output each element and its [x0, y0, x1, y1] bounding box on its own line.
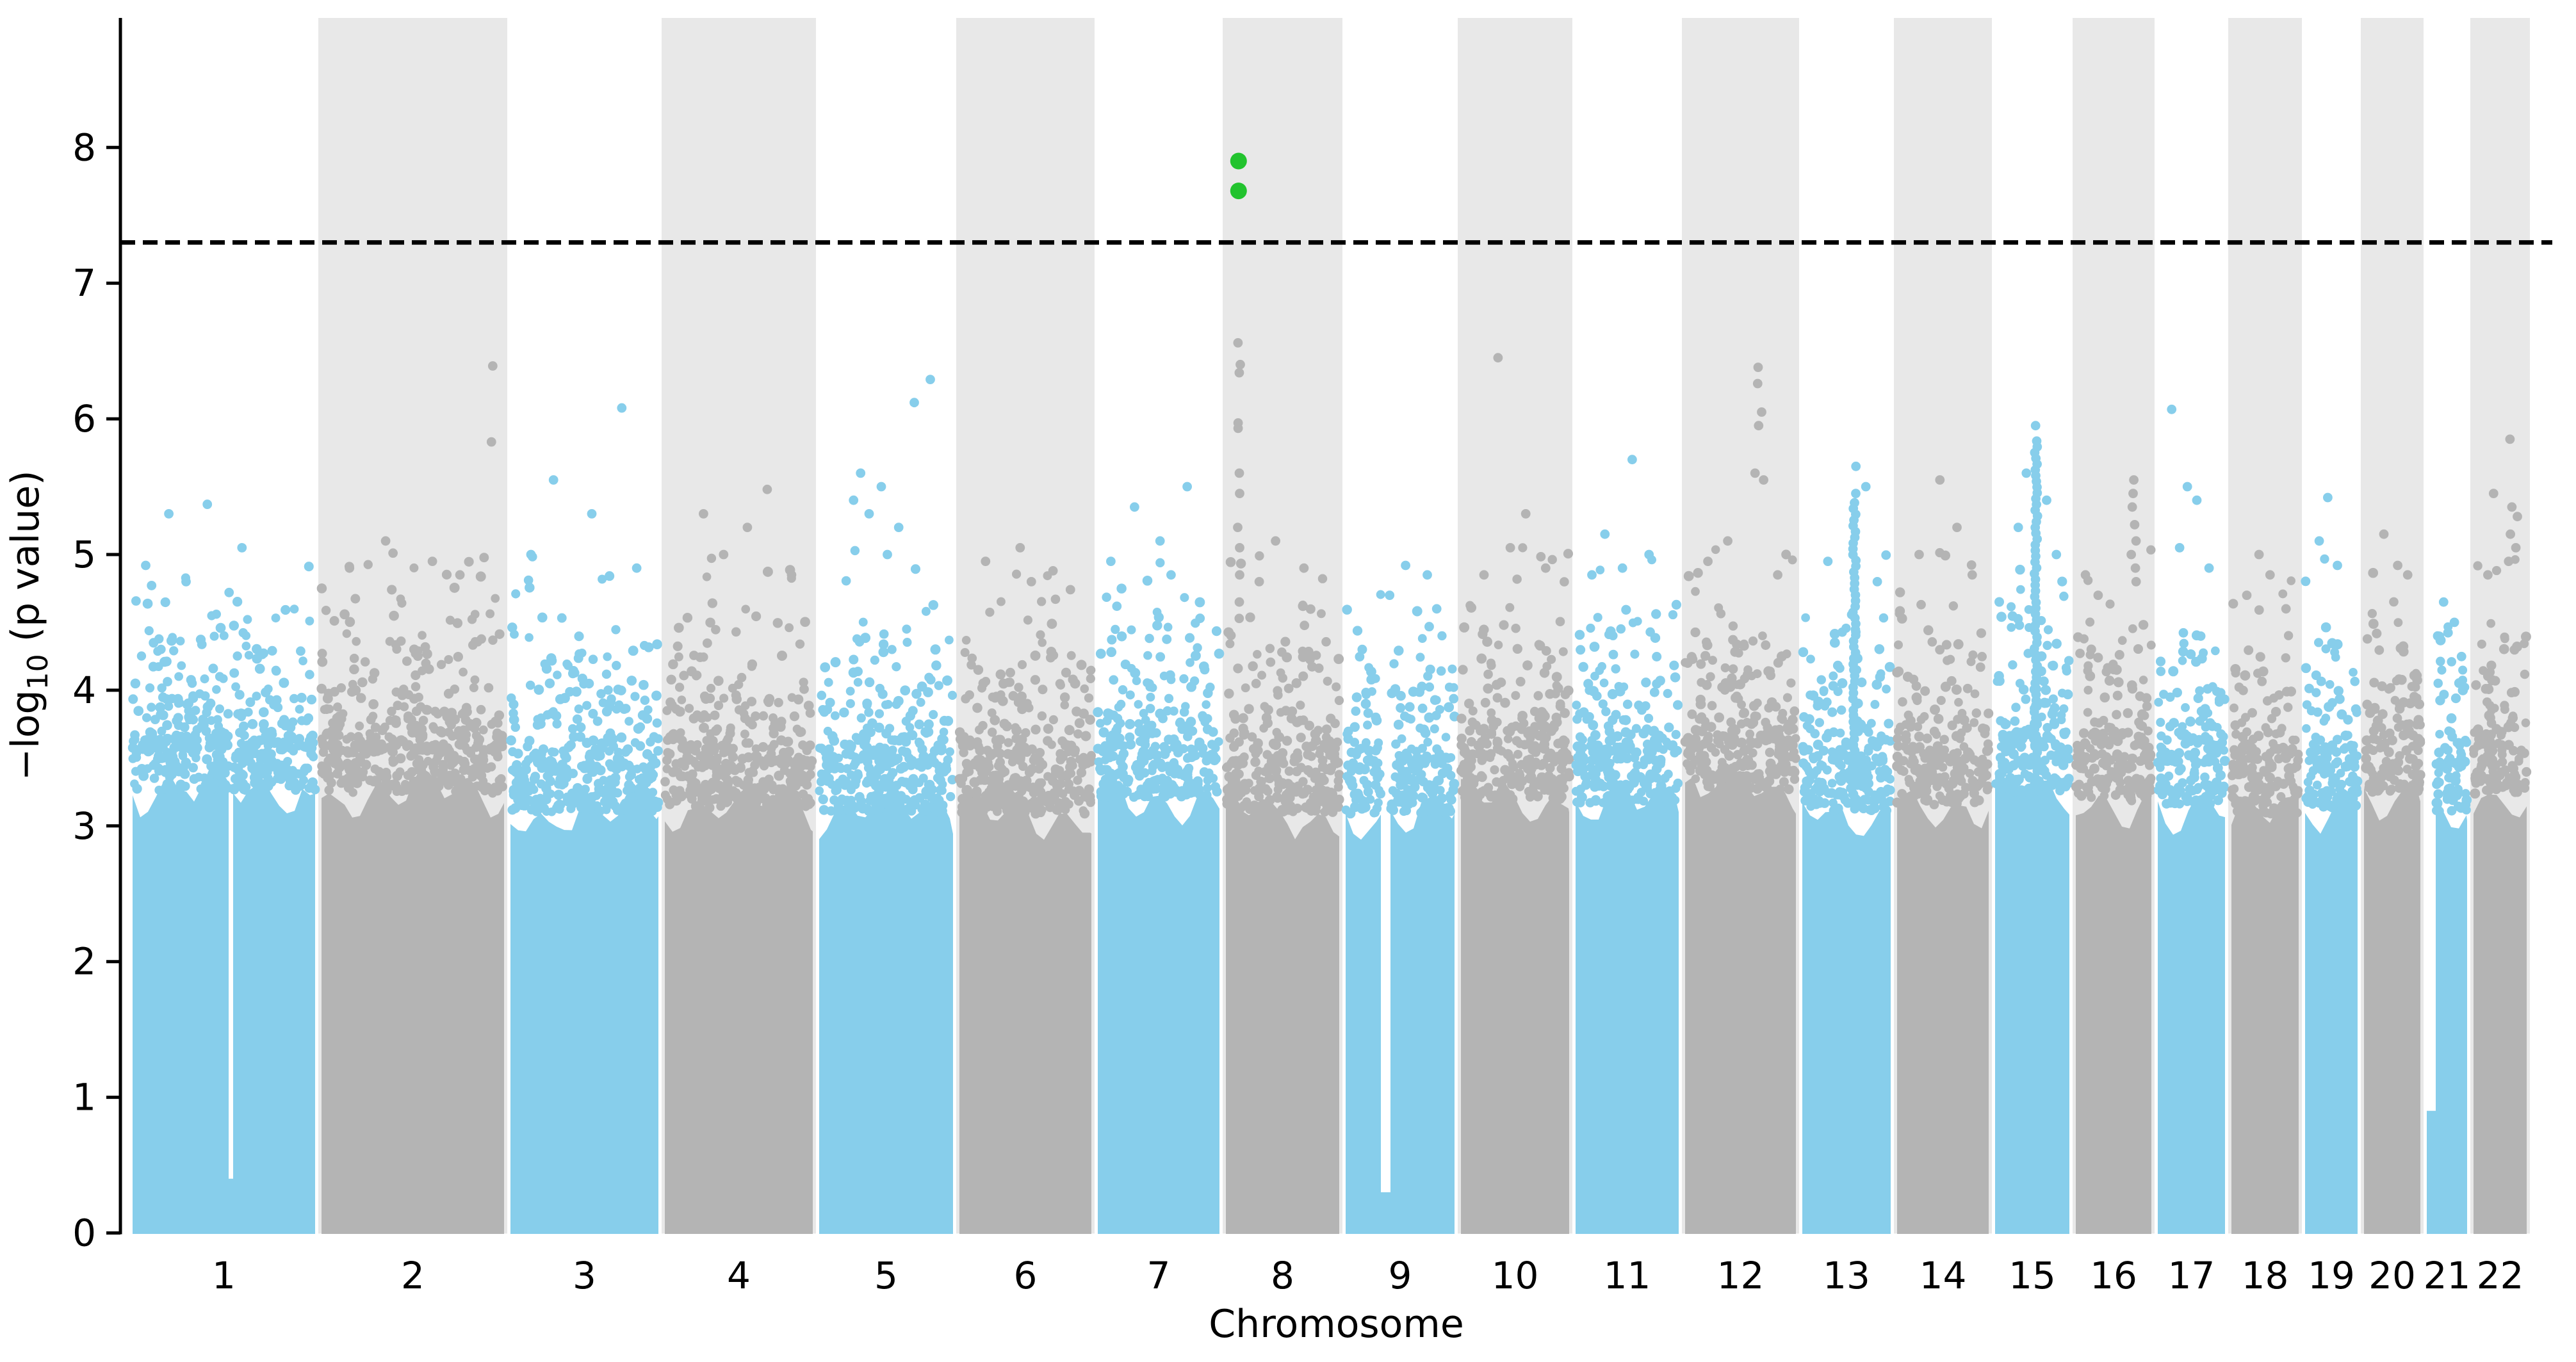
- chromosome-label-17: 17: [2168, 1254, 2215, 1297]
- chromosome-20-base: [2364, 781, 2420, 1234]
- chromosome-label-3: 3: [573, 1254, 596, 1297]
- chromosome-label-5: 5: [874, 1254, 898, 1297]
- y-tick-label: 8: [72, 126, 96, 169]
- chromosome-6-points: [954, 543, 1096, 819]
- y-tick-label: 6: [72, 397, 96, 441]
- chromosome-21-base: [2427, 791, 2467, 1234]
- x-axis-label: Chromosome: [1209, 1302, 1463, 1347]
- chromosome-label-4: 4: [727, 1254, 751, 1297]
- chromosome-17-points: [2153, 404, 2230, 809]
- chromosome-5-points: [815, 375, 958, 817]
- chromosome-8-base: [1226, 785, 1339, 1234]
- chromosome-4-base: [665, 785, 813, 1234]
- chromosome-15-points: [1991, 421, 2074, 797]
- chromosome-label-14: 14: [1920, 1254, 1967, 1297]
- chromosome-11-points: [1571, 455, 1683, 807]
- chromosome-10-points: [1456, 353, 1574, 804]
- chromosome-label-1: 1: [212, 1254, 236, 1297]
- chromosome-6-base: [959, 793, 1091, 1234]
- chromosome-16-points: [2071, 475, 2156, 806]
- chromosome-label-21: 21: [2424, 1254, 2471, 1297]
- chromosome-5-base: [819, 793, 953, 1234]
- chromosome-label-15: 15: [2009, 1254, 2056, 1297]
- y-axis-label: −log10 (p value): [3, 470, 54, 781]
- chromosome-16-base: [2076, 793, 2151, 1234]
- snp-points: [127, 338, 2532, 1234]
- chromosome-18-base: [2231, 795, 2299, 1234]
- y-tick-label: 4: [72, 669, 96, 712]
- chromosome-2-points: [316, 361, 508, 799]
- y-tick-label: 5: [72, 533, 96, 576]
- chromosome-20-points: [2361, 529, 2425, 797]
- y-tick-label: 2: [72, 940, 96, 984]
- x-axis-labels: 1 2 3 4 5 6 7 8 9 10 11 12 13 14 15 16 17 18 19 20 21 22: [212, 1254, 2523, 1297]
- chromosome-label-13: 13: [1823, 1254, 1870, 1297]
- chromosome-18-points: [2227, 549, 2303, 819]
- chromosome-19-base: [2305, 790, 2358, 1234]
- chromosome-4-points: [660, 484, 817, 813]
- y-axis: 0 1 2 3 4 5 6 7 8: [72, 18, 122, 1255]
- chromosome-2-base: [322, 767, 504, 1234]
- chromosome-17-base: [2158, 793, 2225, 1234]
- chromosome-label-7: 7: [1147, 1254, 1171, 1297]
- y-tick-label: 7: [72, 261, 96, 305]
- chromosome-7-base: [1098, 782, 1219, 1234]
- chromosome-label-12: 12: [1717, 1254, 1765, 1297]
- chromosome-9-points: [1341, 560, 1460, 819]
- significant-point: [1230, 152, 1247, 170]
- chromosome-15-base: [1995, 771, 2069, 1234]
- chromosome-label-11: 11: [1604, 1254, 1651, 1297]
- chromosome-19-points: [2301, 492, 2363, 813]
- chromosome-10-base: [1461, 779, 1569, 1234]
- chromosome-8-points: [1221, 338, 1344, 817]
- chromosome-label-8: 8: [1271, 1254, 1294, 1297]
- chromosome-7-points: [1093, 482, 1225, 802]
- chromosome-22-base: [2474, 794, 2527, 1234]
- chromosome-9-base: [1346, 795, 1455, 1234]
- chromosome-14-base: [1897, 790, 1989, 1234]
- chromosome-12-base: [1685, 763, 1796, 1234]
- chromosome-label-20: 20: [2368, 1254, 2416, 1297]
- chromosome-1-points: [127, 499, 320, 796]
- chromosome-label-22: 22: [2477, 1254, 2524, 1297]
- chromosome-3-base: [510, 784, 658, 1234]
- chromosome-11-base: [1576, 781, 1679, 1234]
- chromosome-label-2: 2: [401, 1254, 425, 1297]
- chromosome-1-base: [133, 765, 315, 1234]
- chromosome-label-6: 6: [1014, 1254, 1038, 1297]
- chromosome-label-16: 16: [2090, 1254, 2137, 1297]
- chromosome-12-points: [1680, 362, 1800, 796]
- chromosome-22-points: [2469, 434, 2532, 799]
- chromosome-label-9: 9: [1389, 1254, 1412, 1297]
- chromosome-13-points: [1798, 461, 1895, 816]
- chromosome-label-10: 10: [1492, 1254, 1539, 1297]
- y-tick-label: 1: [72, 1076, 96, 1119]
- chromosome-label-19: 19: [2308, 1254, 2355, 1297]
- chromosome-label-18: 18: [2242, 1254, 2289, 1297]
- significant-points: [1230, 152, 1247, 200]
- y-tick-label: 0: [72, 1212, 96, 1255]
- chromosome-14-points: [1892, 475, 1994, 809]
- chromosome-13-base: [1802, 802, 1891, 1234]
- chromosome-21-points: [2431, 597, 2472, 816]
- y-tick-label: 3: [72, 804, 96, 848]
- significant-point: [1230, 182, 1247, 200]
- chromosome-3-points: [506, 403, 664, 816]
